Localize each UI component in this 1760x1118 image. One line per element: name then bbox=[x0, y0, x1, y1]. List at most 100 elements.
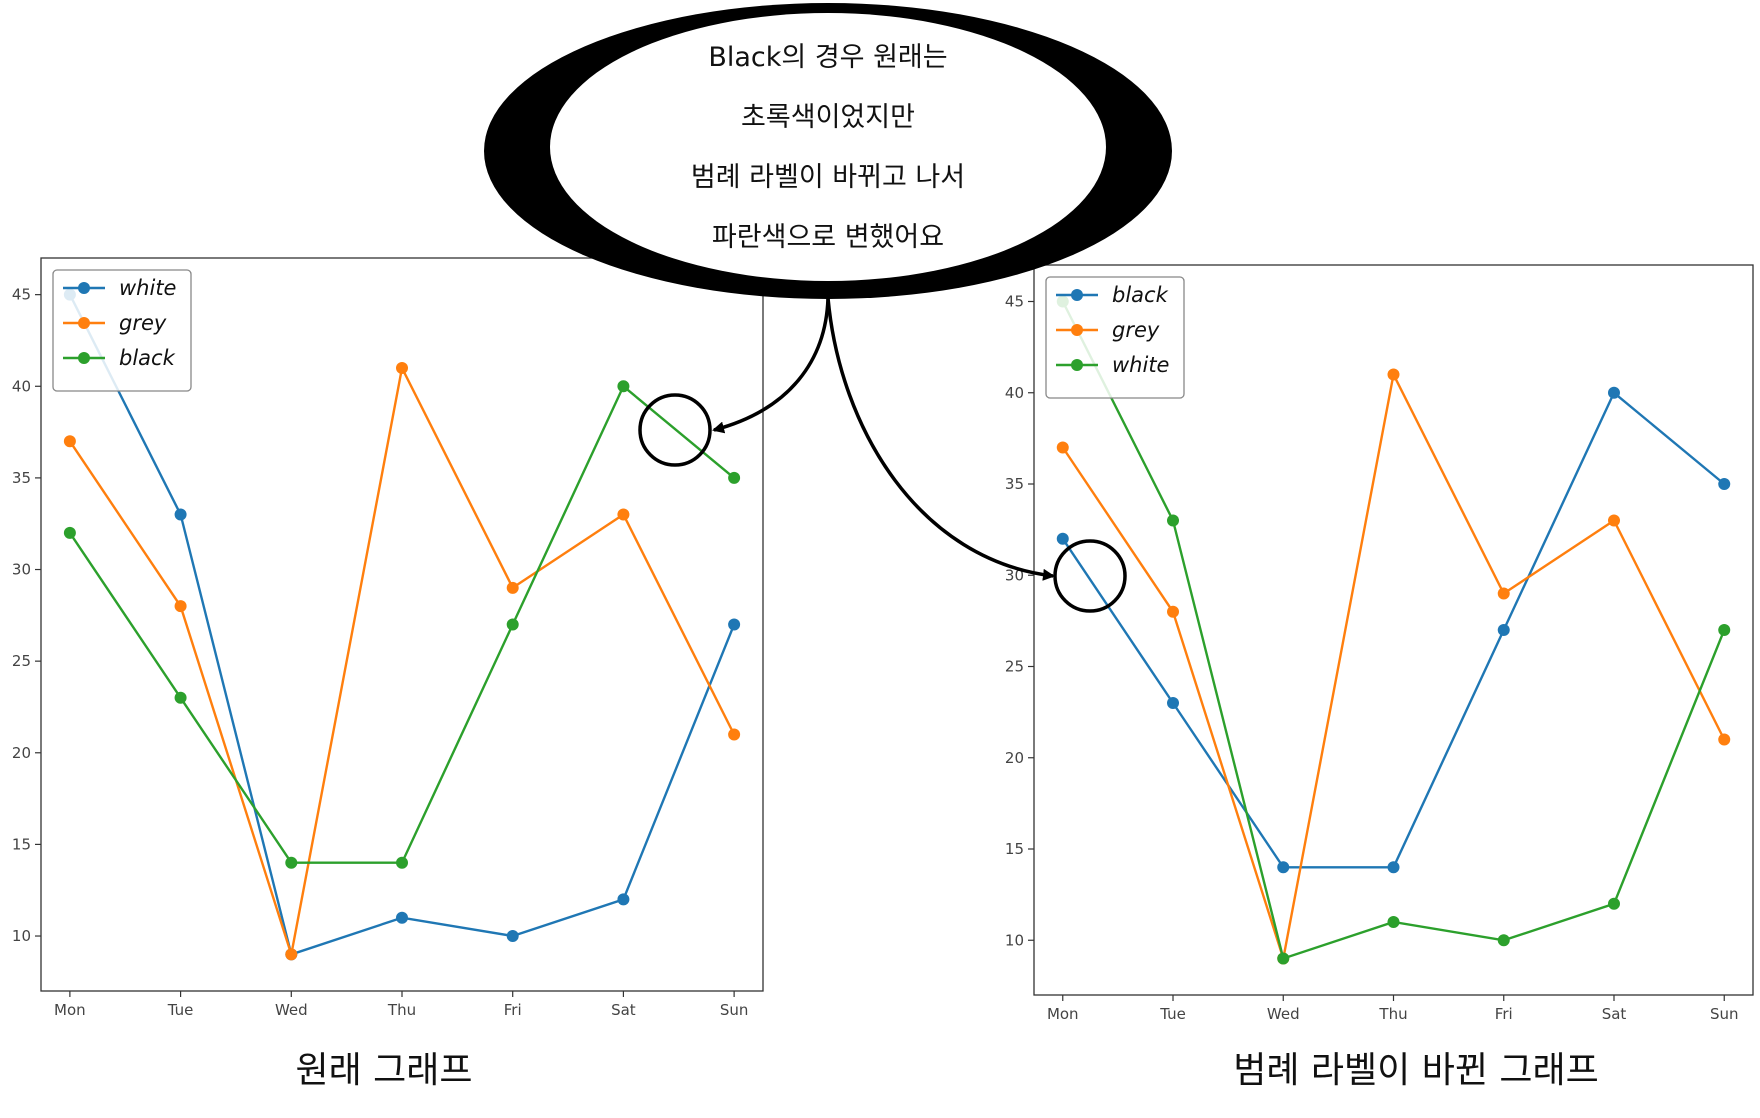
data-point-black bbox=[1056, 532, 1069, 545]
legend-marker bbox=[1071, 359, 1083, 371]
x-axis: Mon Tue Wed Thu Fri Sat Sun bbox=[1047, 995, 1739, 1023]
x-tick-label: Wed bbox=[275, 1001, 308, 1019]
y-tick-label: 35 bbox=[12, 469, 31, 487]
series-lines bbox=[1056, 295, 1731, 965]
data-point-white bbox=[1718, 624, 1731, 636]
callout-line-1: Black의 경우 원래는 bbox=[708, 42, 947, 73]
legend: white grey black bbox=[52, 269, 192, 392]
data-point-black bbox=[1387, 861, 1400, 874]
y-tick-label: 35 bbox=[1005, 475, 1024, 493]
caption-original: 원래 그래프 bbox=[295, 1050, 472, 1091]
data-point-white bbox=[1277, 952, 1290, 965]
callout-line-3: 범례 라벨이 바뀌고 나서 bbox=[691, 162, 965, 193]
x-tick-label: Sun bbox=[1710, 1005, 1739, 1023]
data-point-white bbox=[506, 930, 519, 943]
data-point-grey bbox=[174, 600, 187, 613]
x-tick-label: Tue bbox=[1159, 1005, 1186, 1023]
data-point-white bbox=[1607, 897, 1620, 910]
original-chart: 10 15 20 25 30 35 40 45 Mon Tue Wed Thu Fri Sat Sun w… bbox=[12, 257, 764, 1019]
data-point-white bbox=[396, 911, 408, 924]
legend-marker bbox=[78, 317, 90, 329]
x-tick-label: Mon bbox=[54, 1001, 86, 1019]
data-point-grey bbox=[396, 361, 408, 374]
data-point-black bbox=[63, 526, 76, 539]
y-tick-label: 25 bbox=[1005, 658, 1024, 676]
x-tick-label: Fri bbox=[1495, 1005, 1513, 1023]
x-tick-label: Tue bbox=[167, 1001, 194, 1019]
x-tick-label: Fri bbox=[504, 1001, 522, 1019]
x-tick-label: Mon bbox=[1047, 1005, 1079, 1023]
y-tick-label: 25 bbox=[12, 652, 31, 670]
y-tick-label: 40 bbox=[1005, 384, 1024, 402]
highlight-circle-original bbox=[638, 393, 712, 467]
data-point-grey bbox=[63, 435, 76, 448]
legend-label: grey bbox=[1112, 318, 1160, 342]
data-point-white bbox=[1387, 916, 1400, 928]
arrow-to-relabeled bbox=[826, 297, 1055, 581]
data-point-black bbox=[617, 380, 630, 393]
callout-line-2: 초록색이었지만 bbox=[741, 102, 915, 133]
arrow-to-original bbox=[712, 297, 830, 434]
data-point-black bbox=[1277, 861, 1290, 874]
legend-label: white bbox=[1112, 353, 1169, 377]
legend-label: black bbox=[119, 346, 176, 370]
y-tick-label: 45 bbox=[1005, 293, 1024, 311]
data-point-white bbox=[1167, 514, 1180, 527]
legend: black grey white bbox=[1045, 276, 1185, 399]
data-point-grey bbox=[1607, 514, 1620, 527]
speech-bubble: Black의 경우 원래는 초록색이었지만 범례 라벨이 바뀌고 나서 파란색으… bbox=[484, 3, 1172, 299]
legend-label: grey bbox=[119, 311, 167, 335]
data-point-white bbox=[1497, 934, 1510, 947]
x-tick-label: Thu bbox=[387, 1001, 416, 1019]
data-point-grey bbox=[1167, 605, 1180, 618]
legend-marker bbox=[1071, 324, 1083, 336]
highlight-circle-relabeled bbox=[1053, 539, 1127, 613]
y-tick-label: 10 bbox=[12, 927, 31, 945]
y-tick-label: 40 bbox=[12, 377, 31, 395]
series-lines bbox=[63, 288, 741, 961]
data-point-black bbox=[396, 856, 408, 869]
legend-label: white bbox=[119, 276, 176, 300]
x-tick-label: Sun bbox=[720, 1001, 749, 1019]
data-point-black bbox=[728, 471, 741, 484]
data-point-black bbox=[1607, 386, 1620, 399]
data-point-white bbox=[617, 893, 630, 906]
y-tick-label: 30 bbox=[12, 561, 31, 579]
data-point-grey bbox=[1387, 368, 1400, 381]
legend-label: black bbox=[1112, 283, 1169, 307]
x-tick-label: Wed bbox=[1267, 1005, 1300, 1023]
y-tick-label: 45 bbox=[12, 286, 31, 304]
x-tick-label: Sat bbox=[611, 1001, 636, 1019]
data-point-grey bbox=[285, 948, 298, 961]
data-point-black bbox=[285, 856, 298, 869]
data-point-grey bbox=[1718, 733, 1731, 746]
data-point-grey bbox=[617, 508, 630, 521]
legend-marker bbox=[78, 282, 90, 294]
data-point-black bbox=[1718, 478, 1731, 490]
data-point-black bbox=[1167, 697, 1180, 709]
data-point-black bbox=[174, 691, 187, 704]
y-tick-label: 15 bbox=[1005, 840, 1024, 858]
legend-marker bbox=[78, 352, 90, 364]
data-point-black bbox=[1497, 624, 1510, 636]
data-point-grey bbox=[1056, 441, 1069, 454]
data-point-grey bbox=[1497, 587, 1510, 600]
y-tick-label: 10 bbox=[1005, 931, 1024, 949]
caption-relabeled: 범례 라벨이 바뀐 그래프 bbox=[1233, 1050, 1599, 1091]
legend-marker bbox=[1071, 289, 1083, 301]
y-tick-label: 20 bbox=[12, 744, 31, 762]
callout-line-4: 파란색으로 변했어요 bbox=[712, 222, 944, 253]
data-point-white bbox=[728, 618, 741, 631]
x-tick-label: Thu bbox=[1378, 1005, 1407, 1023]
x-tick-label: Sat bbox=[1602, 1005, 1627, 1023]
data-point-grey bbox=[728, 728, 741, 741]
data-point-grey bbox=[506, 581, 519, 594]
data-point-black bbox=[506, 618, 519, 631]
data-point-white bbox=[174, 508, 187, 521]
x-axis: Mon Tue Wed Thu Fri Sat Sun bbox=[54, 991, 748, 1019]
y-tick-label: 20 bbox=[1005, 749, 1024, 767]
